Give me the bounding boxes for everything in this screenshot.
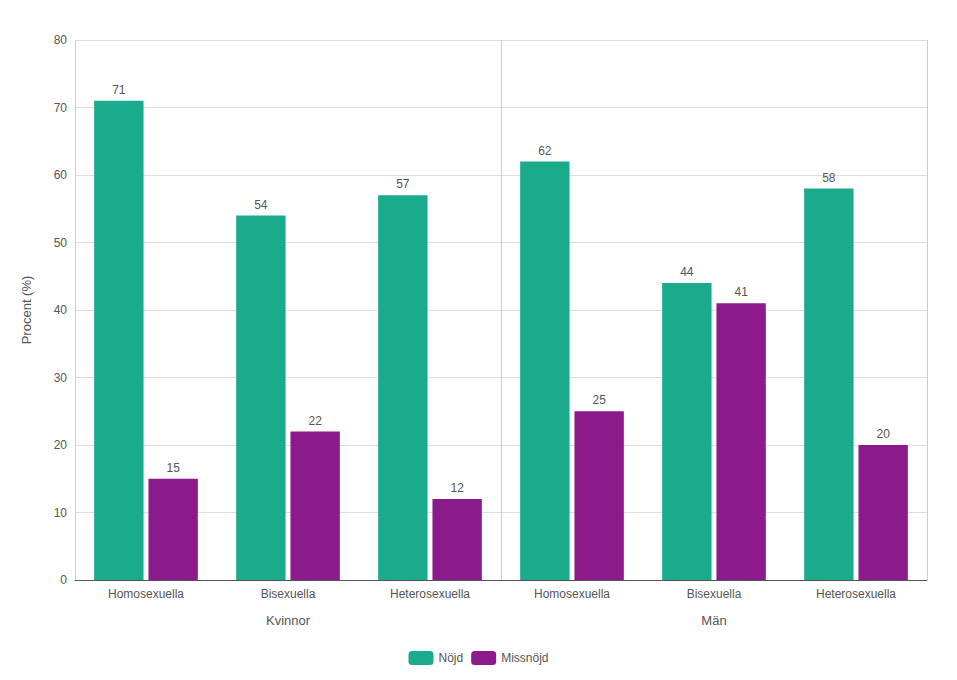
svg-text:10: 10 [54,506,68,520]
svg-text:80: 80 [54,33,68,47]
svg-text:Bisexuella: Bisexuella [261,587,316,601]
svg-text:Bisexuella: Bisexuella [687,587,742,601]
svg-text:44: 44 [680,265,694,279]
svg-text:60: 60 [54,168,68,182]
svg-text:20: 20 [54,438,68,452]
svg-text:Nöjd: Nöjd [438,651,463,665]
svg-text:50: 50 [54,236,68,250]
svg-text:Heterosexuella: Heterosexuella [816,587,896,601]
svg-text:62: 62 [538,144,552,158]
svg-text:Män: Män [701,613,726,628]
svg-text:Missnöjd: Missnöjd [501,651,548,665]
svg-text:Homosexuella: Homosexuella [534,587,610,601]
svg-text:0: 0 [60,573,67,587]
svg-text:41: 41 [734,285,748,299]
svg-text:54: 54 [254,198,268,212]
svg-text:40: 40 [54,303,68,317]
svg-text:15: 15 [166,461,180,475]
svg-text:22: 22 [308,414,322,428]
svg-text:Heterosexuella: Heterosexuella [390,587,470,601]
svg-text:12: 12 [450,481,464,495]
svg-text:Procent (%): Procent (%) [19,276,34,345]
svg-text:25: 25 [592,393,606,407]
svg-text:58: 58 [822,171,836,185]
svg-text:20: 20 [876,427,890,441]
svg-text:71: 71 [112,83,126,97]
svg-text:70: 70 [54,101,68,115]
svg-text:Homosexuella: Homosexuella [108,587,184,601]
svg-text:30: 30 [54,371,68,385]
svg-text:57: 57 [396,177,410,191]
svg-text:Kvinnor: Kvinnor [266,613,311,628]
